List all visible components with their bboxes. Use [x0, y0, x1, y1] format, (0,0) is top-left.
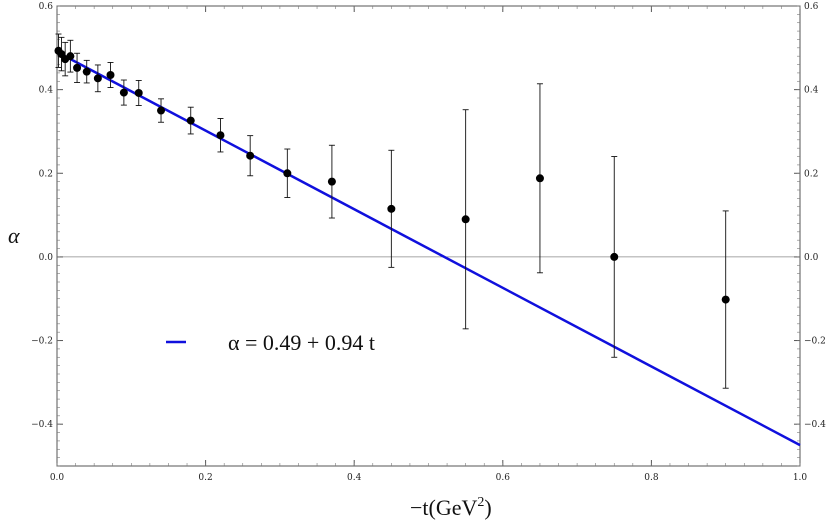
x-tick-label: 0.2 [198, 473, 212, 483]
data-point [134, 88, 143, 97]
y-tick-label-left: −0.2 [31, 337, 53, 347]
data-point [73, 63, 82, 72]
x-axis-title-main: −t(GeV [410, 495, 477, 520]
data-points [54, 46, 730, 304]
y-axis-title: α [8, 223, 20, 248]
y-tick-label-right: −0.2 [804, 337, 826, 347]
data-point [93, 74, 102, 83]
x-axis-title-sup: 2 [477, 495, 484, 510]
y-tick-label-right: 0.0 [804, 253, 819, 263]
data-point [186, 116, 195, 125]
x-tick-label: 0.4 [347, 473, 362, 483]
y-tick-label-left: 0.4 [39, 86, 54, 96]
data-point [119, 88, 128, 97]
y-tick-label-right: 0.2 [804, 169, 818, 179]
y-tick-label-right: −0.4 [804, 420, 826, 430]
data-point [610, 252, 619, 261]
data-point [106, 71, 115, 79]
data-point [535, 174, 544, 183]
y-tick-label-left: −0.4 [31, 420, 53, 430]
plot-frame [56, 5, 801, 467]
data-point [461, 215, 470, 224]
x-axis-ticks: 0.0 0.2 0.4 0.6 0.8 1.0 [50, 6, 808, 483]
x-axis-title: −t(GeV2) [410, 495, 492, 520]
data-point [66, 52, 75, 61]
data-point [387, 204, 396, 213]
y-axis-ticks: −0.4 −0.4 −0.2 −0.2 0.0 0.0 0.2 0.2 0.4 0.4 0.6 0.6 [31, 2, 826, 467]
legend-label: α = 0.49 + 0.94 t [228, 330, 375, 355]
y-tick-label-left: 0.2 [39, 169, 53, 179]
data-point [216, 131, 225, 140]
y-tick-label-right: 0.4 [804, 86, 819, 96]
data-point [327, 177, 336, 186]
legend: α = 0.49 + 0.94 t [166, 330, 375, 355]
data-point [82, 67, 91, 76]
data-point [283, 169, 292, 178]
fit-line [56, 50, 801, 447]
x-tick-label: 0.8 [644, 473, 659, 483]
y-tick-label-left: 0.0 [39, 253, 54, 263]
y-tick-label-right: 0.6 [804, 2, 819, 12]
x-tick-label: 1.0 [793, 473, 808, 483]
data-point [246, 151, 255, 160]
x-tick-label: 0.6 [496, 473, 511, 483]
x-axis-title-close: ) [484, 495, 491, 520]
x-tick-label: 0.0 [50, 473, 65, 483]
data-point [157, 106, 166, 115]
data-point [721, 295, 730, 304]
y-tick-label-left: 0.6 [39, 2, 54, 12]
